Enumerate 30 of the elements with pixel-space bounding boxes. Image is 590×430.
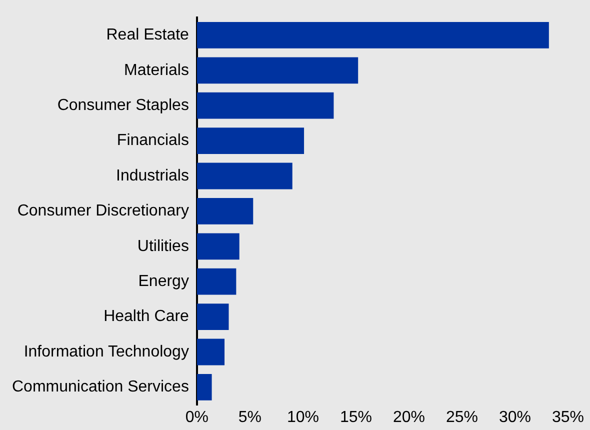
- bar: [196, 92, 334, 119]
- bar: [196, 22, 549, 48]
- y-tick-label: Communication Services: [12, 378, 189, 396]
- y-tick-label: Materials: [124, 62, 189, 79]
- y-tick-label: Utilities: [137, 238, 189, 255]
- bar: [196, 338, 225, 366]
- y-tick-label: Consumer Discretionary: [17, 202, 189, 220]
- y-tick-label: Real Estate: [106, 26, 190, 44]
- x-tick-label: 5%: [238, 408, 262, 426]
- bar: [196, 128, 304, 154]
- y-tick-label: Health Care: [104, 308, 190, 326]
- bar: [196, 304, 229, 330]
- bar: [196, 198, 254, 224]
- y-tick-label: Energy: [138, 273, 189, 290]
- y-tick-label: Consumer Staples: [57, 97, 189, 114]
- x-tick-label: 0%: [185, 408, 209, 426]
- x-tick-label: 30%: [498, 408, 532, 426]
- y-tick-label: Information Technology: [24, 343, 189, 360]
- x-tick-label: 25%: [446, 408, 478, 426]
- x-tick-label: 10%: [286, 408, 319, 426]
- x-tick-label: 15%: [340, 408, 372, 426]
- y-tick-label: Financials: [116, 132, 189, 150]
- bar: [196, 233, 240, 260]
- bar: [196, 162, 292, 190]
- x-tick-label: 35%: [552, 408, 584, 426]
- y-tick-label: Industrials: [116, 167, 189, 184]
- bar: [196, 57, 358, 84]
- bar: [196, 374, 212, 400]
- bar: [196, 268, 236, 295]
- x-tick-label: 20%: [392, 408, 425, 426]
